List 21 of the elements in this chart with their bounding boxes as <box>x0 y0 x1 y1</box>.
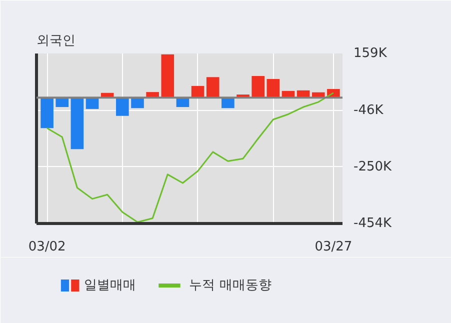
x-tick-label: 03/27 <box>314 240 352 254</box>
y-tick-label: -454K <box>354 216 392 231</box>
y-tick-label: -250K <box>354 159 392 174</box>
bar <box>40 98 54 128</box>
bar <box>131 98 144 108</box>
bar <box>222 98 234 108</box>
line-series <box>46 92 334 223</box>
bar <box>206 77 220 98</box>
bar <box>70 98 84 150</box>
chart-title: 외국인 <box>36 34 76 48</box>
bar <box>116 98 129 116</box>
bar <box>161 54 174 98</box>
bar <box>252 76 264 98</box>
y-tick-label: -46K <box>354 102 384 118</box>
legend-label: 일별매매 <box>84 278 136 293</box>
legend-label: 누적 매매동향 <box>189 278 272 293</box>
y-tick-label: 159K <box>354 46 388 61</box>
x-tick-label: 03/02 <box>28 240 66 254</box>
bar <box>266 79 280 98</box>
bar <box>56 98 69 108</box>
bar <box>86 98 99 109</box>
